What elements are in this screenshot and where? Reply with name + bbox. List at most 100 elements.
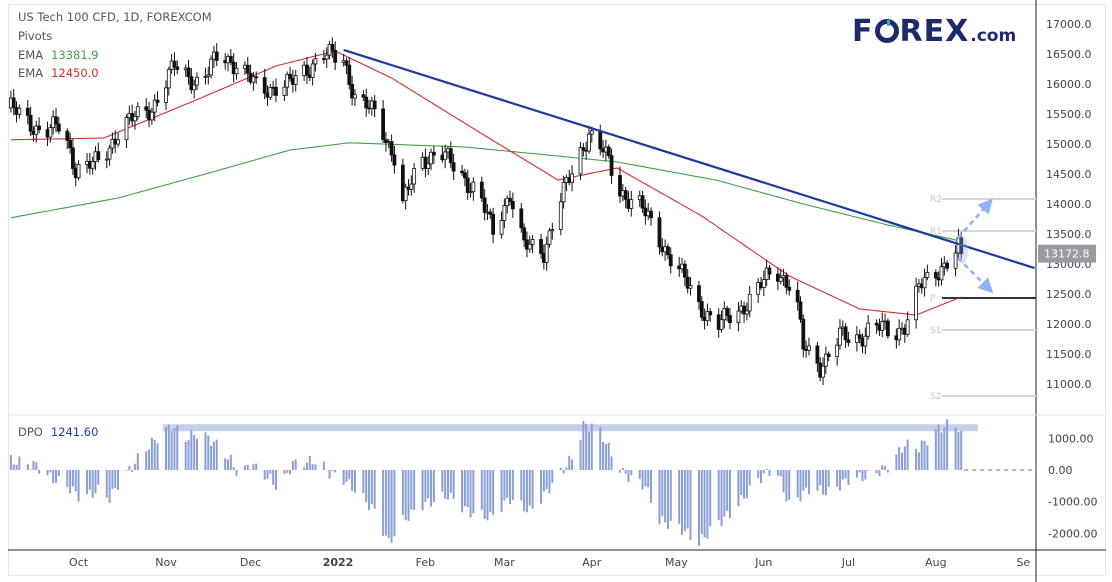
candle-body <box>11 97 16 108</box>
candle-body <box>96 151 101 161</box>
candle-body <box>460 170 464 174</box>
dpo-tick-label: -1000.00 <box>1048 496 1097 509</box>
candle-body <box>905 319 910 335</box>
candle-body <box>747 293 752 312</box>
candle-body <box>175 66 180 70</box>
candle-body <box>313 58 318 65</box>
candle-body <box>821 365 825 378</box>
candle-body <box>945 262 950 269</box>
candle-body <box>347 64 352 85</box>
price-tick-label: 14500.0 <box>1046 168 1092 181</box>
candle-body <box>499 220 504 235</box>
candle-body <box>412 167 417 185</box>
candle-body <box>897 327 902 341</box>
time-tick-label: Oct <box>69 556 89 569</box>
candle-body <box>17 107 22 115</box>
candle-body <box>838 327 842 346</box>
candle-body <box>71 147 75 169</box>
dpo-highlight-band <box>163 424 978 432</box>
candle-body <box>56 123 61 132</box>
candle-body <box>468 191 473 194</box>
candle-body <box>310 63 315 78</box>
candle-body <box>795 289 800 303</box>
last-price-badge <box>1038 244 1096 263</box>
candle-body <box>228 56 233 63</box>
candle-body <box>925 272 930 278</box>
candle-body <box>880 321 885 331</box>
candle-body <box>262 77 267 94</box>
candle-body <box>245 64 250 74</box>
candle-body <box>745 310 749 315</box>
candle-body <box>728 315 732 324</box>
ema-fast-label: EMA <box>18 66 44 80</box>
symbol-title: US Tech 100 CFD, 1D, FOREXCOM <box>18 10 212 24</box>
candle-body <box>68 139 72 149</box>
price-tick-label: 14000.0 <box>1046 198 1092 211</box>
candle-body <box>28 114 33 132</box>
chart-frame <box>8 4 1106 576</box>
candle-body <box>570 173 574 184</box>
ema-fast-line <box>10 50 962 316</box>
candle-body <box>214 51 219 61</box>
candle-body <box>708 311 713 316</box>
candle-body <box>682 263 687 278</box>
candle-body <box>293 75 298 85</box>
candle-body <box>688 285 693 289</box>
pivots-label: Pivots <box>18 29 53 43</box>
candle-body <box>801 318 806 350</box>
candle-body <box>172 60 177 68</box>
ema-slow-value: 13381.9 <box>51 48 99 62</box>
candle-body <box>76 164 81 179</box>
candle-body <box>510 201 515 210</box>
ema-slow-label: EMA <box>18 48 44 62</box>
candle-body <box>609 155 614 176</box>
candle-body <box>505 197 510 207</box>
candle-body <box>209 58 214 76</box>
candle-body <box>124 117 129 141</box>
candle-body <box>761 279 766 288</box>
dpo-legend: DPO 1241.60 <box>18 425 98 439</box>
candle-body <box>629 199 634 209</box>
ema-fast-legend: EMA 12450.0 <box>18 66 99 80</box>
candle-body <box>133 116 137 122</box>
candle-body <box>155 99 160 103</box>
candle-body <box>324 54 329 60</box>
candle-body <box>361 94 366 98</box>
candle-body <box>164 87 168 103</box>
candle-body <box>234 67 239 75</box>
candle-body <box>34 125 39 135</box>
candle-body <box>403 186 408 202</box>
candle-body <box>37 125 41 131</box>
candle-body <box>725 308 730 316</box>
candle-body <box>443 151 448 161</box>
ema-slow-legend: EMA 13381.9 <box>18 48 99 62</box>
time-tick-label: Apr <box>582 556 602 569</box>
time-tick-label: May <box>665 556 688 569</box>
dpo-tick-label: 1000.00 <box>1048 432 1094 445</box>
candle-body <box>206 74 211 77</box>
bearish-arrow <box>957 257 994 294</box>
forex-logo: F REX.com <box>852 14 1017 49</box>
candle-body <box>544 243 549 263</box>
candle-body <box>104 158 109 161</box>
candle-body <box>274 86 278 96</box>
candle-body <box>268 86 273 98</box>
candle-body <box>547 230 552 245</box>
last-price-label: 13172.8 <box>1044 248 1090 261</box>
candle-body <box>251 76 256 83</box>
price-tick-label: 15500.0 <box>1046 108 1092 121</box>
candle-body <box>623 190 628 200</box>
candle-body <box>372 100 377 110</box>
candle-body <box>350 84 355 99</box>
candle-body <box>451 162 456 172</box>
candle-body <box>826 353 831 357</box>
price-tick-label: 11000.0 <box>1046 378 1092 391</box>
dpo-label: DPO <box>18 425 43 439</box>
trendline <box>343 48 1035 270</box>
candle-body <box>189 76 194 91</box>
candle-body <box>135 106 140 117</box>
candle-body <box>384 139 388 143</box>
candle-body <box>719 319 724 330</box>
candle-body <box>657 217 662 248</box>
